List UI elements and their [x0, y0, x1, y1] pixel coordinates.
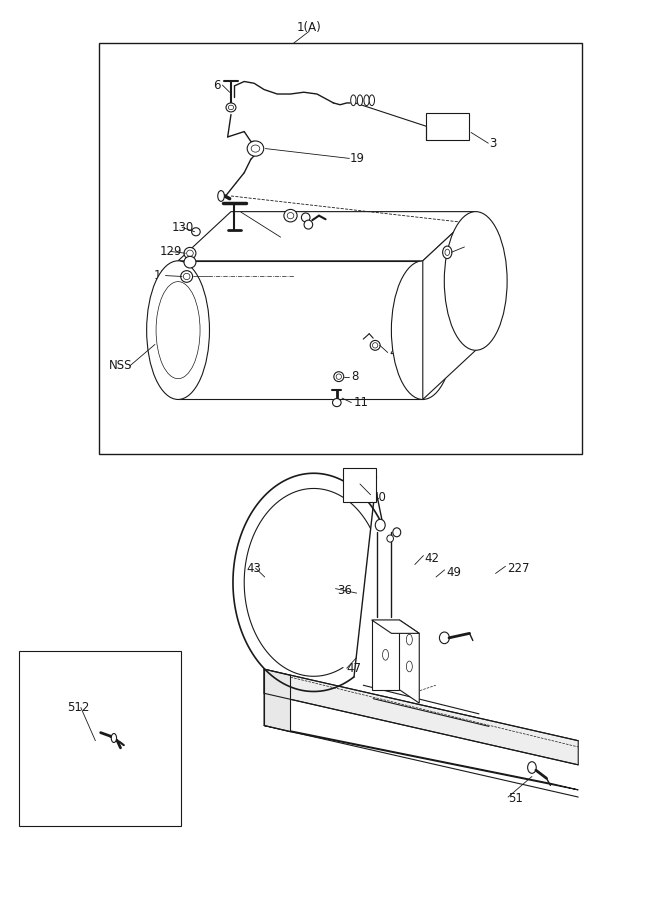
Bar [19, 652, 181, 825]
Polygon shape [423, 212, 476, 400]
Text: 3: 3 [489, 137, 496, 149]
Ellipse shape [392, 261, 454, 400]
Polygon shape [178, 261, 423, 400]
Ellipse shape [184, 256, 196, 268]
Ellipse shape [226, 103, 236, 112]
Ellipse shape [191, 228, 200, 236]
Polygon shape [400, 620, 420, 703]
Ellipse shape [304, 220, 313, 230]
Bar [426, 112, 469, 140]
Text: 49: 49 [446, 566, 461, 579]
Text: 6: 6 [213, 78, 221, 92]
Text: 512: 512 [67, 701, 90, 714]
Polygon shape [264, 669, 291, 732]
Ellipse shape [444, 212, 507, 350]
Text: 42: 42 [425, 552, 440, 564]
Ellipse shape [301, 213, 310, 222]
Polygon shape [372, 620, 420, 634]
Ellipse shape [333, 399, 341, 407]
Text: 129: 129 [159, 245, 182, 258]
Text: 36: 36 [337, 584, 352, 597]
Text: 47: 47 [347, 662, 362, 675]
Ellipse shape [443, 246, 452, 258]
Text: 8: 8 [352, 370, 359, 383]
Text: 19: 19 [350, 152, 365, 165]
Text: 422: 422 [389, 346, 412, 359]
Text: 43: 43 [246, 562, 261, 575]
Polygon shape [264, 669, 578, 765]
Text: 158: 158 [466, 240, 488, 254]
Ellipse shape [387, 535, 394, 542]
Ellipse shape [528, 761, 536, 773]
Ellipse shape [364, 94, 370, 105]
Bar [372, 620, 400, 689]
Bar [344, 468, 376, 502]
Ellipse shape [370, 94, 374, 105]
Text: 227: 227 [507, 562, 530, 575]
Text: 1(A): 1(A) [297, 22, 322, 34]
Polygon shape [178, 212, 476, 261]
Text: 130: 130 [171, 220, 193, 234]
Text: NSS: NSS [109, 359, 132, 373]
Ellipse shape [184, 248, 196, 259]
Bar [99, 43, 582, 454]
Ellipse shape [370, 340, 380, 350]
Ellipse shape [393, 527, 401, 536]
Ellipse shape [217, 191, 224, 202]
Ellipse shape [181, 271, 193, 283]
Ellipse shape [111, 734, 117, 742]
Ellipse shape [376, 519, 386, 531]
Ellipse shape [351, 94, 356, 105]
Ellipse shape [406, 634, 412, 645]
Polygon shape [264, 725, 578, 790]
Text: 131: 131 [153, 269, 176, 282]
Text: 40: 40 [372, 491, 387, 504]
Ellipse shape [147, 261, 209, 400]
Ellipse shape [406, 662, 412, 671]
Text: 25(A): 25(A) [269, 230, 301, 244]
Ellipse shape [440, 632, 450, 644]
Ellipse shape [358, 94, 363, 105]
Ellipse shape [383, 650, 388, 661]
Ellipse shape [334, 372, 344, 382]
Text: 51: 51 [508, 792, 523, 806]
Text: 11: 11 [354, 396, 368, 410]
Ellipse shape [284, 210, 297, 222]
Ellipse shape [247, 141, 263, 157]
